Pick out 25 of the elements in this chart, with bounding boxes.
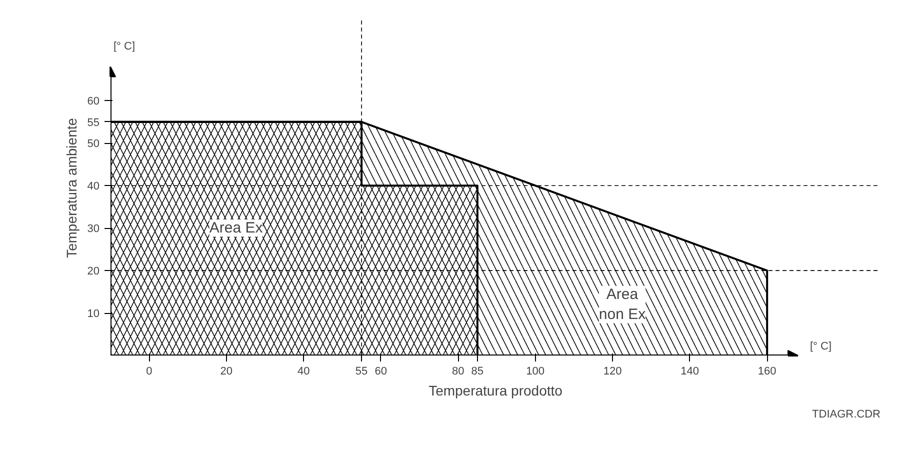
annotation: Area non Ex xyxy=(598,286,646,324)
annotation: Area Ex xyxy=(209,220,264,237)
x-axis-title: Temperatura prodotto xyxy=(428,382,563,398)
y-tick-label: 40 xyxy=(87,180,100,193)
x-tick-label: 60 xyxy=(374,366,387,378)
x-tick-label: 100 xyxy=(526,366,545,378)
x-tick-label: 20 xyxy=(220,366,233,378)
x-tick-label: 40 xyxy=(298,366,310,378)
y-tick-label: 55 xyxy=(87,116,100,129)
x-tick-label: 80 xyxy=(452,366,464,378)
y-tick-label: 20 xyxy=(87,266,100,278)
y-tick-label: 30 xyxy=(87,223,100,236)
x-tick-label: 0 xyxy=(146,366,152,378)
x-tick-label: 140 xyxy=(680,366,700,378)
text: TDIAGR.CDR xyxy=(812,408,881,420)
y-axis-title: Temperatura ambiente xyxy=(63,118,80,258)
x-tick-label: 55 xyxy=(355,366,368,378)
x-tick-label: 85 xyxy=(471,366,484,378)
x-tick-label: 120 xyxy=(603,366,622,378)
y-tick-label: 10 xyxy=(87,308,100,320)
text: [° C] xyxy=(114,40,136,53)
y-tick-label: 60 xyxy=(87,96,100,108)
x-tick-label: 160 xyxy=(758,366,776,378)
text: [° C] xyxy=(810,340,832,352)
y-tick-label: 50 xyxy=(87,138,100,150)
